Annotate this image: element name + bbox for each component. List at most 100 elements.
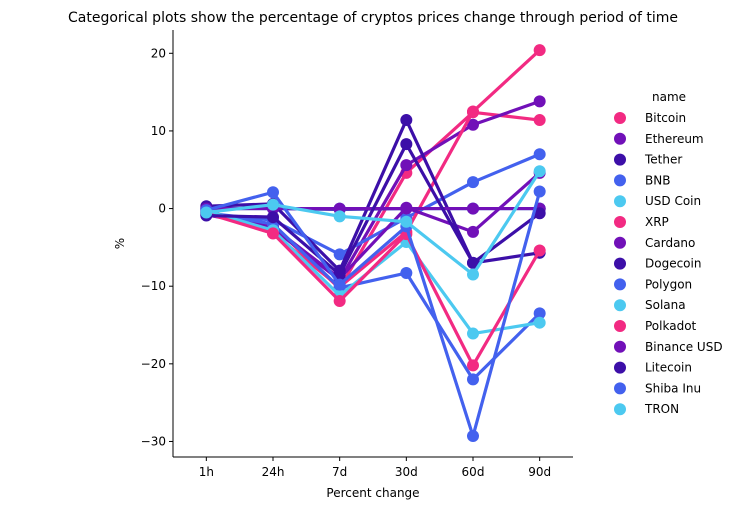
data-point <box>467 373 479 386</box>
legend-marker <box>614 132 626 145</box>
data-point <box>467 359 479 372</box>
series-line <box>206 210 541 381</box>
legend-item: Tether <box>614 153 682 167</box>
data-point <box>267 198 279 211</box>
legend-marker <box>614 153 626 166</box>
legend-items: Bitcoin Ethereum Tether BNB USD Coin XRP Carda… <box>614 111 723 416</box>
data-point <box>333 248 346 261</box>
x-tick-label: 24h <box>262 465 285 479</box>
legend-label: Solana <box>645 298 686 312</box>
data-point <box>400 215 413 228</box>
y-tick-label: −10 <box>141 279 166 293</box>
series-tron <box>200 165 546 281</box>
legend-item: TRON <box>614 402 679 416</box>
data-point <box>467 256 479 269</box>
legend-label: Polygon <box>645 277 692 291</box>
data-point <box>467 327 479 340</box>
legend-label: Litecoin <box>645 361 692 375</box>
series-line <box>206 171 541 281</box>
data-point <box>267 211 279 224</box>
legend-marker <box>614 299 626 312</box>
x-ticks: 1h 24h 7d 30d 60d 90d <box>199 457 551 479</box>
y-axis-label: % <box>113 238 127 249</box>
data-point <box>533 244 546 257</box>
legend-item: BNB <box>614 173 670 187</box>
y-ticks: 20 10 0 −10 −20 −30 <box>141 46 173 448</box>
x-tick-label: 60d <box>462 465 485 479</box>
data-point <box>400 114 413 127</box>
data-point <box>467 225 479 238</box>
legend-item: Bitcoin <box>614 111 686 125</box>
legend-marker <box>614 174 626 187</box>
legend-item: XRP <box>614 215 669 229</box>
legend-marker <box>614 195 626 208</box>
legend-item: Polkadot <box>614 319 697 333</box>
series-group <box>200 44 546 443</box>
plot-area: 20 10 0 −10 −20 −30 1h 24h 7d 30d 60d 90d <box>141 30 573 479</box>
x-tick-label: 30d <box>395 465 418 479</box>
data-point <box>200 206 213 219</box>
legend-label: TRON <box>644 402 679 416</box>
data-point <box>533 114 546 127</box>
data-point <box>467 105 479 118</box>
legend-marker <box>614 382 626 395</box>
legend-label: Bitcoin <box>645 111 686 125</box>
legend-marker <box>614 403 626 416</box>
legend-marker <box>614 112 626 124</box>
data-point <box>533 316 546 329</box>
x-tick-label: 90d <box>528 465 551 479</box>
series-line <box>206 170 542 277</box>
legend-item: Litecoin <box>614 361 692 375</box>
legend-item: USD Coin <box>614 194 701 208</box>
legend-label: Dogecoin <box>645 257 701 271</box>
legend-label: BNB <box>645 173 670 187</box>
data-point <box>400 202 413 215</box>
y-tick-label: 0 <box>158 202 166 216</box>
legend-label: USD Coin <box>645 194 701 208</box>
legend-label: Polkadot <box>645 319 697 333</box>
x-axis-label: Percent change <box>326 486 419 500</box>
legend-marker <box>614 236 626 249</box>
legend-item: Cardano <box>614 236 695 250</box>
legend-marker <box>614 278 626 291</box>
data-point <box>467 268 479 281</box>
series-dogecoin <box>200 114 546 277</box>
data-point <box>467 176 479 189</box>
chart-title: Categorical plots show the percentage of… <box>68 10 678 26</box>
data-point <box>533 165 546 178</box>
legend-label: Binance USD <box>645 340 723 354</box>
legend-label: Tether <box>644 153 682 167</box>
data-point <box>533 307 546 320</box>
series-line <box>205 99 541 282</box>
data-point <box>533 95 546 108</box>
legend-label: Ethereum <box>645 132 704 146</box>
series-line <box>205 211 542 367</box>
y-tick-label: −20 <box>141 357 166 371</box>
data-point <box>400 138 413 151</box>
data-point <box>533 148 546 161</box>
y-tick-label: 10 <box>151 124 166 138</box>
legend-label: XRP <box>645 215 669 229</box>
data-point <box>467 202 479 215</box>
legend-item: Dogecoin <box>614 257 701 271</box>
legend-label: Cardano <box>645 236 695 250</box>
legend-item: Polygon <box>614 277 692 291</box>
legend-marker <box>614 340 626 353</box>
x-tick-label: 1h <box>199 465 214 479</box>
data-point <box>467 430 479 443</box>
legend-item: Ethereum <box>614 132 704 146</box>
data-point <box>400 267 413 280</box>
y-tick-label: 20 <box>151 46 166 60</box>
x-tick-label: 7d <box>332 465 347 479</box>
data-point <box>333 294 346 307</box>
y-tick-label: −30 <box>141 434 166 448</box>
legend-marker <box>614 361 626 374</box>
legend-marker <box>614 320 626 332</box>
legend-title: name <box>652 90 686 104</box>
data-point <box>533 207 546 220</box>
series-line <box>205 190 542 438</box>
data-point <box>400 159 413 172</box>
data-point <box>533 185 546 198</box>
data-point <box>267 186 279 199</box>
